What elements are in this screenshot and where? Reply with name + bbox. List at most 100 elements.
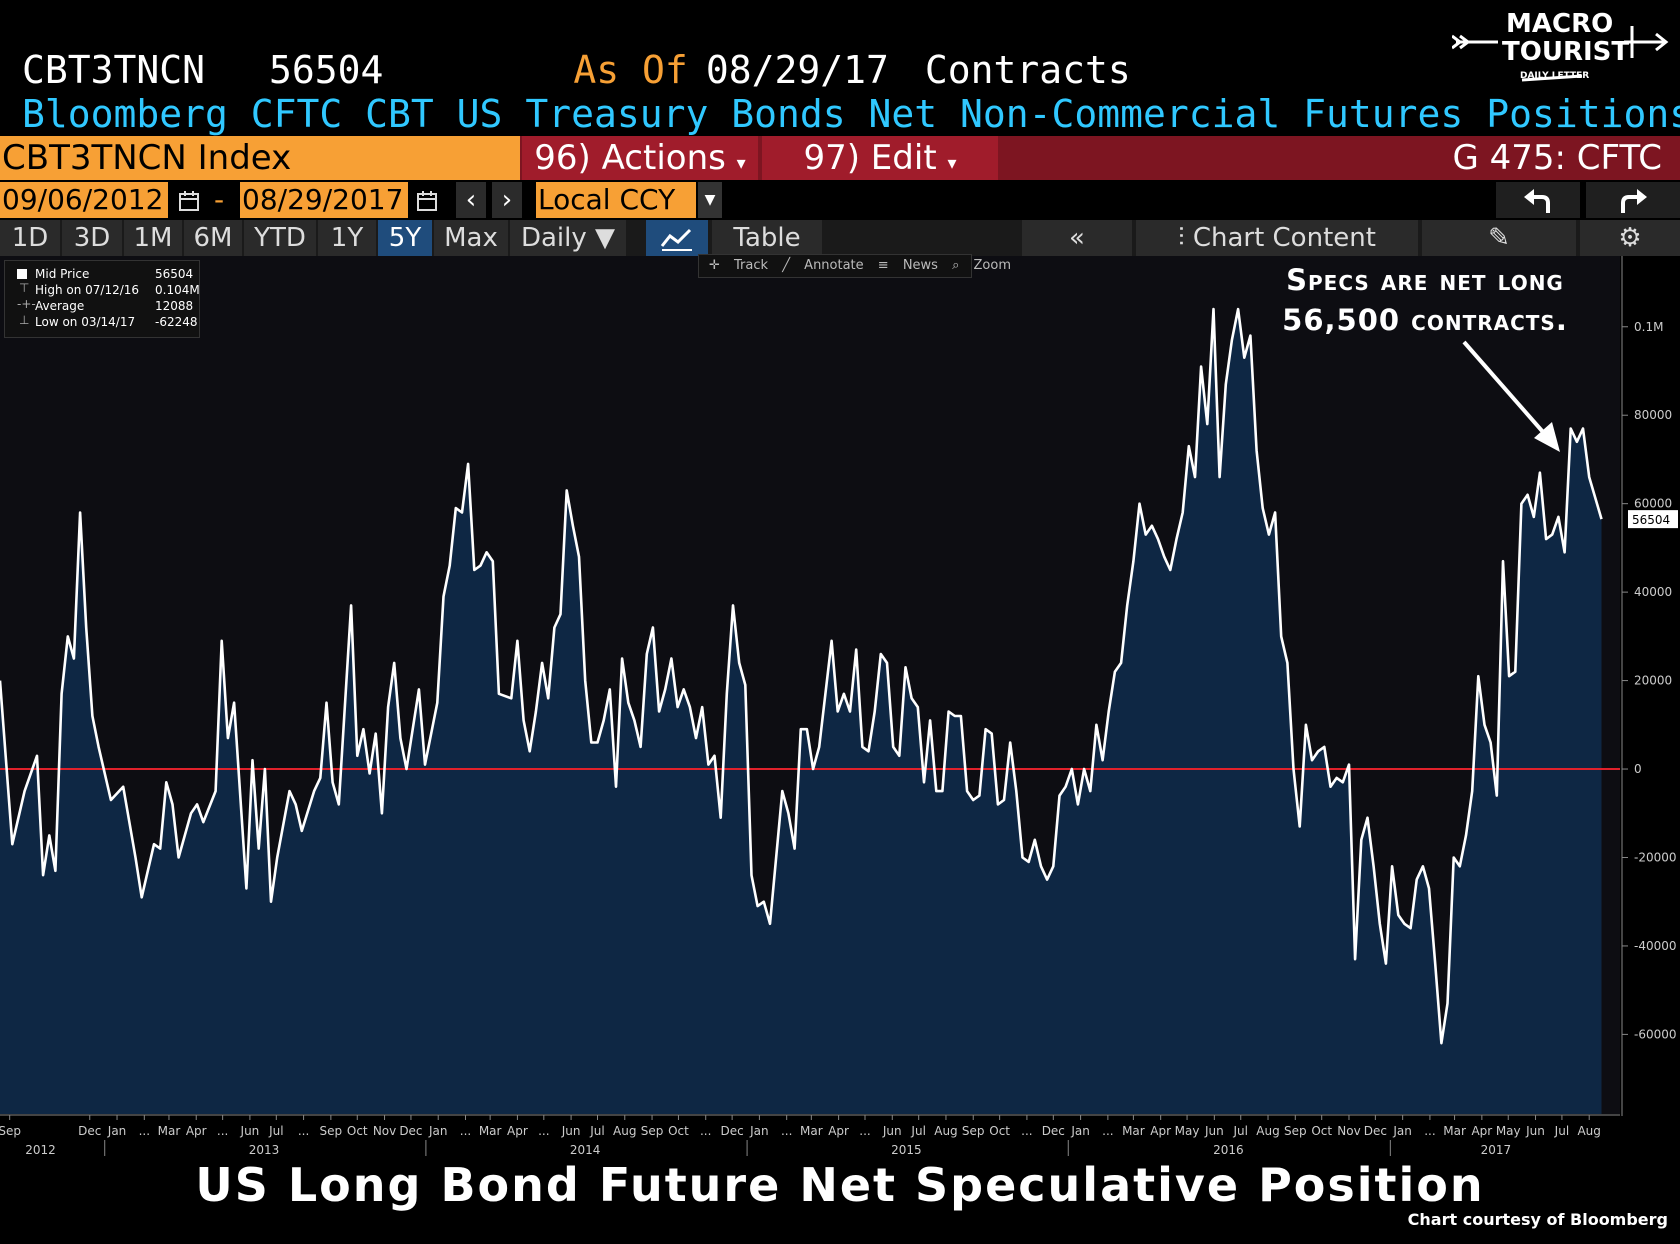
index-field[interactable]: CBT3TNCN Index (0, 136, 520, 180)
y-tick-label: 80000 (1634, 408, 1672, 422)
as-of-label: As Of (573, 48, 688, 92)
x-month-label: Aug (1577, 1124, 1600, 1138)
function-code: G 475: CFTC (1452, 138, 1662, 178)
pencil-icon[interactable]: ✎ (1422, 220, 1576, 256)
chart-content-button[interactable]: ⫶ Chart Content (1136, 220, 1418, 256)
average-marker-icon: -+- (17, 297, 36, 311)
x-month-label: Dec (1364, 1124, 1387, 1138)
edit-menu[interactable]: 97) Edit ▾ (762, 136, 998, 180)
chart-tools: ✛ Track ╱ Annotate ≡ News ⌕ Zoom (698, 254, 1011, 278)
annotate-tool[interactable]: ╱ Annotate (782, 255, 863, 277)
annotation-arrow-icon (1462, 340, 1560, 452)
x-month-label: Nov (373, 1124, 396, 1138)
x-month-label: ... (781, 1124, 792, 1138)
logo-line2: TOURIST (1502, 37, 1629, 67)
chevron-down-icon: ▾ (947, 153, 957, 174)
legend-average-label: Average (35, 299, 85, 313)
date-range-bar: 09/06/2012 - 08/29/2017 ‹ › Local CCY ▼ (0, 182, 1680, 218)
legend-high-label: High on 07/12/16 (35, 283, 140, 297)
calendar-icon[interactable] (172, 182, 206, 218)
chevron-down-icon[interactable]: ▼ (698, 182, 722, 218)
double-chevron-left-icon[interactable]: « (1022, 220, 1132, 256)
legend-average-value: 12088 (155, 299, 194, 313)
annotate-label: Annotate (804, 258, 864, 273)
x-month-label: Jun (561, 1124, 581, 1138)
x-month-label: Dec (1042, 1124, 1065, 1138)
x-month-label: Nov (1337, 1124, 1360, 1138)
x-month-label: Jan (1070, 1124, 1090, 1138)
actions-menu[interactable]: 96) Actions ▾ (522, 136, 758, 180)
x-month-label: Dec (399, 1124, 422, 1138)
tab-max[interactable]: Max (434, 220, 508, 256)
news-tool[interactable]: ≡ News (878, 255, 938, 277)
legend-low-value: -62248 (155, 315, 198, 329)
tab-5y[interactable]: 5Y (378, 220, 432, 256)
x-month-label: Sep (1284, 1124, 1307, 1138)
x-month-label: Jan (428, 1124, 448, 1138)
undo-icon[interactable] (1496, 182, 1580, 218)
security-description: Bloomberg CFTC CBT US Treasury Bonds Net… (22, 92, 1680, 136)
logo-line3: DAILY LETTER (1520, 71, 1589, 81)
ticker-symbol: CBT3TNCN (22, 48, 206, 92)
y-tick-label: -20000 (1634, 850, 1677, 864)
y-tick-label: -40000 (1634, 939, 1677, 953)
x-month-label: ... (460, 1124, 471, 1138)
x-month-label: ... (538, 1124, 549, 1138)
y-tick-label: -60000 (1634, 1027, 1677, 1041)
chevron-left-icon[interactable]: ‹ (456, 182, 486, 218)
legend-box: Mid Price 56504 ⊤ High on 07/12/16 0.104… (4, 260, 200, 338)
zoom-tool[interactable]: ⌕ Zoom (952, 255, 1011, 277)
tab-6m[interactable]: 6M (184, 220, 242, 256)
x-month-label: Mar (1443, 1124, 1466, 1138)
start-date-field[interactable]: 09/06/2012 (0, 182, 168, 218)
x-month-label: Apr (186, 1124, 207, 1138)
table-view-button[interactable]: Table (712, 220, 822, 256)
tab-3d[interactable]: 3D (62, 220, 122, 256)
tab-1d[interactable]: 1D (0, 220, 60, 256)
annotation-line1: Specs are net long (1286, 263, 1564, 297)
x-month-label: Dec (78, 1124, 101, 1138)
tab-1m[interactable]: 1M (124, 220, 182, 256)
low-marker-icon: ⊥ (19, 313, 30, 327)
currency-field[interactable]: Local CCY (536, 182, 696, 218)
redo-icon[interactable] (1586, 182, 1680, 218)
y-tick-label: 0 (1634, 762, 1642, 776)
x-month-label: Dec (721, 1124, 744, 1138)
gear-icon[interactable]: ⚙ (1580, 220, 1680, 256)
chevron-down-icon: ▾ (736, 153, 746, 174)
x-month-label: Jun (1204, 1124, 1224, 1138)
x-month-label: Oct (1311, 1124, 1332, 1138)
annotation-line2: 56,500 contracts. (1282, 303, 1568, 337)
track-label: Track (734, 258, 769, 273)
date-separator: - (214, 183, 225, 216)
y-tick-label: 20000 (1634, 674, 1672, 688)
x-year-label: 2016 (1213, 1143, 1244, 1156)
x-month-label: Oct (668, 1124, 689, 1138)
x-month-label: Sep (0, 1124, 21, 1138)
logo-line1: MACRO (1506, 9, 1613, 39)
chevron-right-icon[interactable]: › (492, 182, 522, 218)
x-month-label: ... (700, 1124, 711, 1138)
end-date-field[interactable]: 08/29/2017 (240, 182, 408, 218)
line-chart-icon[interactable] (646, 220, 708, 256)
x-month-label: May (1496, 1124, 1521, 1138)
x-year-label: 2015 (891, 1143, 922, 1156)
calendar-icon[interactable] (410, 182, 444, 218)
period-tabs: 1D 3D 1M 6M YTD 1Y 5Y Max Daily ▼ Table … (0, 220, 1680, 256)
track-tool[interactable]: ✛ Track (709, 255, 768, 277)
tab-1y[interactable]: 1Y (318, 220, 376, 256)
x-month-label: Sep (320, 1124, 343, 1138)
x-month-label: Jun (882, 1124, 902, 1138)
x-month-label: Apr (1150, 1124, 1171, 1138)
x-month-label: Aug (1256, 1124, 1279, 1138)
chart-content-icon: ⫶ (1178, 223, 1185, 253)
x-month-label: Apr (828, 1124, 849, 1138)
x-year-label: 2012 (25, 1143, 56, 1156)
tab-ytd[interactable]: YTD (244, 220, 316, 256)
frequency-dropdown[interactable]: Daily ▼ (510, 220, 626, 256)
y-tick-label: 40000 (1634, 585, 1672, 599)
x-month-label: Jun (1525, 1124, 1545, 1138)
legend-high-value: 0.104M (155, 283, 200, 297)
chart-annotation: Specs are net long 56,500 contracts. (1230, 260, 1620, 340)
x-month-label: Mar (1122, 1124, 1145, 1138)
